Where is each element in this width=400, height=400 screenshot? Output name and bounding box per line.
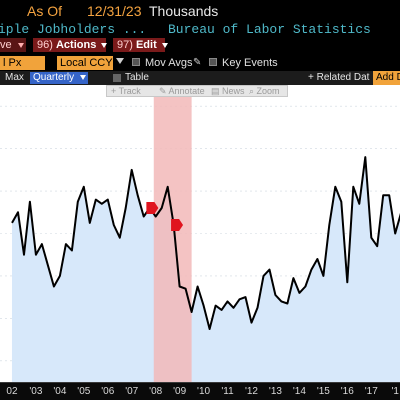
zoom-tool[interactable]: ⌕ Zoom: [249, 86, 280, 96]
actions-row: ve 96) Actions 97) Edit: [0, 38, 400, 54]
x-tick-label: '1: [391, 386, 399, 397]
dropdown-arrow-icon: [79, 75, 86, 80]
as-of-date[interactable]: 12/31/23: [87, 3, 142, 19]
edit-num: 97): [117, 39, 133, 51]
max-range-button[interactable]: Max: [5, 72, 24, 83]
recession-band: [153, 85, 192, 382]
currency-field-label: Local CCY: [60, 57, 113, 69]
x-tick-label: '05: [77, 386, 91, 397]
key-events-label: Key Events: [222, 57, 278, 69]
key-events-checkbox[interactable]: [209, 58, 217, 66]
area-fill: [11, 157, 400, 382]
mov-avgs-checkbox[interactable]: [132, 58, 140, 66]
annotate-label: Annotate: [168, 86, 205, 96]
chart-area[interactable]: [0, 85, 400, 382]
units-label: Thousands: [149, 3, 219, 19]
actions-label: Actions: [55, 39, 97, 51]
x-tick-label: '03: [29, 386, 43, 397]
dropdown-arrow-icon: [161, 43, 168, 48]
dropdown-arrow-icon: [17, 43, 24, 48]
series-title: iple Jobholders ...: [0, 22, 147, 37]
x-tick-label: 02: [6, 386, 18, 397]
track-tool[interactable]: + Track: [111, 86, 141, 96]
partial-menu-label: ve: [0, 39, 12, 51]
table-label: Table: [125, 72, 149, 83]
options-row: l Px Local CCY Mov Avgs ✎ Key Events: [0, 55, 400, 71]
add-data-label: Add D: [376, 72, 400, 83]
x-tick-label: '08: [149, 386, 163, 397]
dropdown-arrow-icon: [101, 43, 108, 48]
x-tick-label: '04: [53, 386, 67, 397]
period-select[interactable]: Quarterly: [30, 72, 88, 84]
mov-avgs-label: Mov Avgs: [145, 57, 193, 69]
news-label: News: [222, 86, 245, 96]
related-data-button[interactable]: + Related Dat: [308, 72, 370, 83]
chart-toolbar: Max Quarterly Table + Related Dat Add D: [0, 71, 400, 85]
table-checkbox[interactable]: [113, 74, 121, 82]
event-marker-1: [171, 219, 184, 232]
zoom-label: Zoom: [256, 86, 280, 96]
add-data-button[interactable]: Add D: [373, 71, 400, 85]
event-marker-0: [146, 202, 159, 215]
partial-menu-button[interactable]: ve: [0, 38, 26, 52]
header-row: As Of 12/31/23 Thousands: [0, 0, 400, 22]
x-tick-label: '09: [173, 386, 187, 397]
x-tick-label: '06: [101, 386, 115, 397]
edit-label: Edit: [135, 39, 157, 51]
source-label: Bureau of Labor Statistics: [168, 22, 371, 37]
actions-button[interactable]: 96) Actions: [33, 38, 108, 52]
currency-dropdown-icon[interactable]: [116, 58, 124, 64]
news-tool[interactable]: ▤ News: [211, 86, 245, 96]
chart-svg[interactable]: [0, 85, 400, 382]
currency-field[interactable]: Local CCY: [57, 56, 113, 70]
x-tick-label: '14: [292, 386, 306, 397]
series-line: [11, 156, 400, 330]
x-tick-label: '11: [221, 386, 234, 397]
as-of-label: As Of: [27, 3, 63, 19]
x-tick-label: '15: [316, 386, 330, 397]
edit-button[interactable]: 97) Edit: [113, 38, 168, 52]
track-label: Track: [118, 86, 141, 96]
actions-num: 96): [37, 39, 53, 51]
pencil-icon[interactable]: ✎: [193, 57, 202, 68]
x-tick-label: '07: [125, 386, 139, 397]
price-field[interactable]: l Px: [0, 56, 45, 70]
x-axis: 02 '03 '04 '05 '06 '07 '08 '09 '10 '11 '12 '13 '14 '1…: [0, 382, 400, 400]
x-tick-label: '13: [268, 386, 282, 397]
x-tick-label: '10: [197, 386, 211, 397]
price-field-label: l Px: [3, 57, 22, 69]
annotate-tool[interactable]: ✎ Annotate: [159, 86, 205, 96]
period-select-value: Quarterly: [33, 72, 75, 83]
chart-tools-bar: + Track ✎ Annotate ▤ News ⌕ Zoom: [106, 85, 288, 97]
title-row: iple Jobholders ... Bureau of Labor Stat…: [0, 22, 400, 38]
x-tick-label: '16: [340, 386, 354, 397]
related-data-label: Related Dat: [316, 72, 370, 83]
x-tick-label: '17: [364, 386, 378, 397]
x-tick-label: '12: [244, 386, 258, 397]
